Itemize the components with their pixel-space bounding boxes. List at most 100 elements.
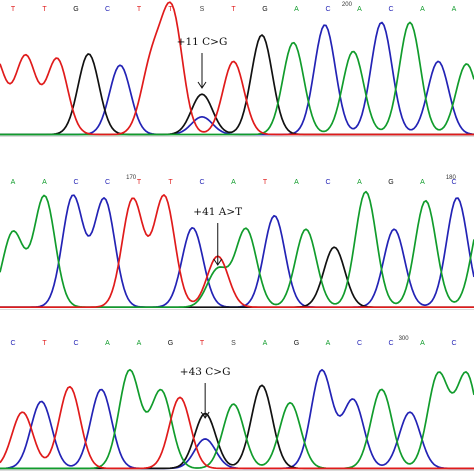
base-call-label: A bbox=[452, 6, 457, 13]
peak-point bbox=[57, 60, 58, 61]
peak-point bbox=[201, 118, 202, 119]
base-call-label: A bbox=[137, 340, 142, 347]
peak-point bbox=[72, 197, 73, 198]
peak-point bbox=[261, 36, 262, 37]
peak-point bbox=[334, 248, 335, 249]
peak-point bbox=[324, 26, 325, 27]
base-call-label: T bbox=[263, 179, 268, 186]
peak-point bbox=[25, 57, 26, 58]
base-call-label: A bbox=[263, 340, 268, 347]
base-call-label: C bbox=[73, 179, 78, 186]
peak-point bbox=[381, 390, 382, 391]
base-call-label: S bbox=[231, 340, 236, 347]
trace-T bbox=[0, 1, 474, 136]
panel-1: T T G C T T S T G A C A C A A 200 +11 C>G bbox=[0, 1, 474, 137]
peak-point bbox=[466, 65, 467, 66]
peak-point bbox=[88, 55, 89, 56]
base-call-label: A bbox=[420, 179, 425, 186]
mutation-arrowhead bbox=[200, 411, 210, 419]
mutation-arrowhead bbox=[197, 81, 207, 89]
base-call-label: G bbox=[73, 6, 78, 13]
base-call-label: C bbox=[451, 179, 456, 186]
base-call-label: A bbox=[105, 340, 110, 347]
base-call-label: G bbox=[262, 6, 267, 13]
peak-point bbox=[104, 200, 105, 201]
base-call-label: C bbox=[357, 340, 362, 347]
peak-point bbox=[164, 197, 165, 198]
base-call-label: C bbox=[388, 6, 393, 13]
base-call-label: G bbox=[168, 340, 173, 347]
peak-point bbox=[438, 62, 439, 63]
base-call-label: T bbox=[200, 340, 205, 347]
base-call-label: T bbox=[11, 6, 16, 13]
base-call-label: A bbox=[294, 179, 299, 186]
panel-3: C T C A A G T S A G A C C A C 300 +43 C>G bbox=[0, 336, 474, 471]
base-call-label: C bbox=[388, 340, 393, 347]
peak-point bbox=[274, 217, 275, 218]
base-call-label: C bbox=[325, 6, 330, 13]
peak-point bbox=[293, 43, 294, 44]
peak-point bbox=[151, 66, 152, 67]
base-call-label: T bbox=[42, 6, 47, 13]
base-call-label: A bbox=[231, 179, 236, 186]
base-call-label: C bbox=[105, 6, 110, 13]
peak-point bbox=[179, 398, 180, 399]
peak-point bbox=[205, 440, 206, 441]
base-call-label: T bbox=[42, 340, 47, 347]
base-call-label: T bbox=[231, 6, 236, 13]
peak-point bbox=[41, 402, 42, 403]
peak-point bbox=[353, 52, 354, 53]
base-call-label: C bbox=[451, 340, 456, 347]
peak-point bbox=[305, 230, 306, 231]
peak-point bbox=[201, 95, 202, 96]
base-call-label: A bbox=[357, 6, 362, 13]
base-call-label: A bbox=[420, 340, 425, 347]
base-call-label: G bbox=[294, 340, 299, 347]
peak-point bbox=[160, 392, 161, 393]
trace-C bbox=[0, 368, 474, 470]
base-call-label: C bbox=[325, 179, 330, 186]
trace-T bbox=[0, 385, 474, 470]
peak-point bbox=[120, 66, 121, 67]
base-call-label: A bbox=[357, 179, 362, 186]
base-call-label: T bbox=[168, 179, 173, 186]
peak-point bbox=[381, 23, 382, 24]
trace-A bbox=[0, 21, 474, 136]
peak-point bbox=[192, 229, 193, 230]
peak-point bbox=[365, 193, 366, 194]
peak-point bbox=[171, 16, 172, 17]
peak-point bbox=[466, 376, 467, 377]
peak-point bbox=[261, 386, 262, 387]
peak-point bbox=[132, 200, 133, 201]
position-label: 170 bbox=[126, 175, 137, 181]
peak-point bbox=[69, 388, 70, 389]
position-label: 300 bbox=[399, 336, 410, 342]
base-call-label: A bbox=[420, 6, 425, 13]
base-call-label: S bbox=[200, 6, 205, 13]
peak-point bbox=[353, 401, 354, 402]
peak-point bbox=[394, 230, 395, 231]
mutation-label: +43 C>G bbox=[180, 366, 231, 378]
peak-point bbox=[217, 271, 218, 272]
base-call-label: T bbox=[137, 179, 142, 186]
base-call-label: C bbox=[199, 179, 204, 186]
peak-point bbox=[12, 233, 13, 234]
peak-point bbox=[457, 199, 458, 200]
base-call-label: T bbox=[137, 6, 142, 13]
base-call-label: A bbox=[294, 6, 299, 13]
peak-point bbox=[425, 202, 426, 203]
peak-point bbox=[409, 23, 410, 24]
peak-point bbox=[290, 404, 291, 405]
mutation-label: +41 A>T bbox=[193, 206, 242, 218]
peak-point bbox=[233, 405, 234, 406]
trace-G bbox=[0, 384, 474, 470]
peak-point bbox=[409, 413, 410, 414]
trace-C bbox=[0, 21, 474, 136]
base-call-label: C bbox=[10, 340, 15, 347]
position-label: 200 bbox=[342, 2, 353, 8]
peak-point bbox=[438, 376, 439, 377]
base-call-label: A bbox=[11, 179, 16, 186]
trace-A bbox=[0, 368, 474, 470]
panel-2: A A C C T T C A T A C A G A C 170 180 +41 A>T bbox=[0, 175, 474, 310]
peak-point bbox=[321, 372, 322, 373]
